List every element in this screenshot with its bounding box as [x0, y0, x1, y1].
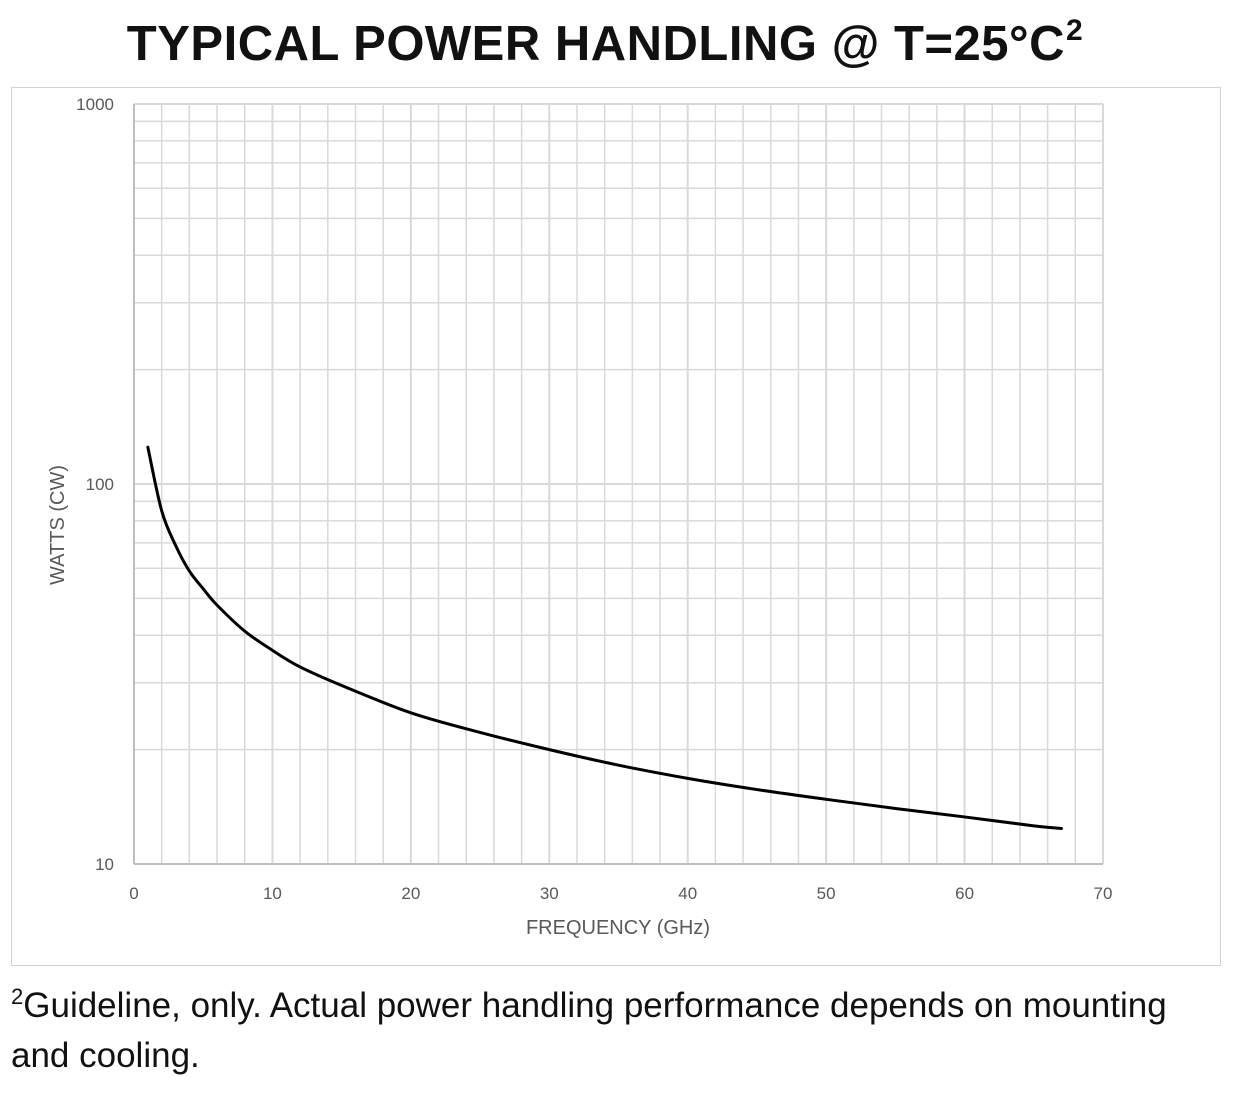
x-tick-label: 60	[955, 884, 974, 903]
x-tick-label: 30	[540, 884, 559, 903]
x-axis-title: FREQUENCY (GHz)	[526, 917, 710, 939]
chart-title: TYPICAL POWER HANDLING @ T=25°C2	[0, 14, 1210, 72]
chart-title-text: TYPICAL POWER HANDLING @ T=25°C	[126, 17, 1065, 71]
x-tick-label: 70	[1094, 884, 1113, 903]
title-superscript: 2	[1066, 14, 1084, 47]
x-tick-label: 10	[263, 884, 282, 903]
power-curve-line	[146, 445, 1063, 830]
footnote-marker: 2	[11, 984, 24, 1009]
x-tick-label: 50	[817, 884, 836, 903]
y-tick-label: 10	[95, 855, 114, 874]
footnote-text: Guideline, only. Actual power handling p…	[11, 986, 1167, 1075]
x-tick-label: 20	[401, 884, 420, 903]
y-tick-label: 1000	[76, 95, 114, 114]
y-axis-title: WATTS (CW)	[47, 465, 69, 585]
x-tick-label: 40	[678, 884, 697, 903]
footnote: 2Guideline, only. Actual power handling …	[11, 972, 1211, 1081]
y-tick-label: 100	[86, 475, 114, 494]
x-tick-label: 0	[129, 884, 138, 903]
chart-svg: 0 10 20 30 40 50 60 70 10 100 1000 FREQUENCY (GHz) W…	[47, 95, 1113, 939]
chart-frame	[11, 87, 1221, 966]
